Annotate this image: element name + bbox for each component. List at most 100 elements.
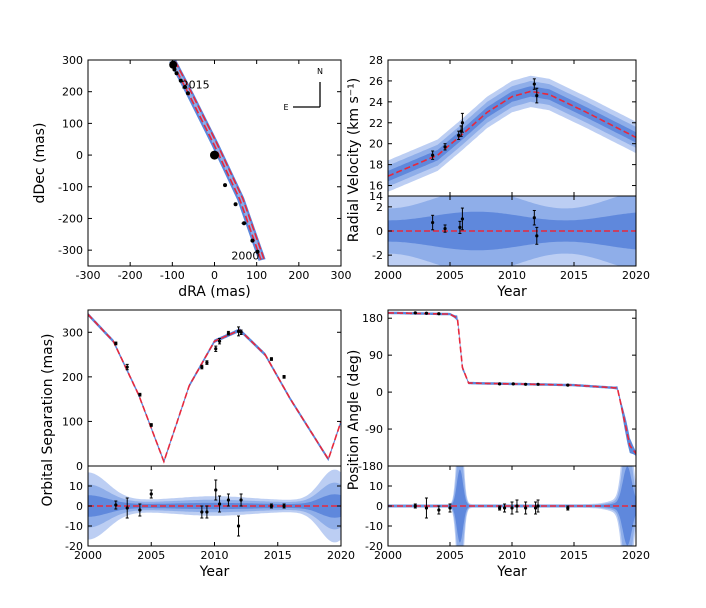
separation-model-line — [88, 313, 341, 464]
separation-marker — [138, 393, 142, 397]
orbit-x-axis-label: dRA (mas) — [178, 284, 251, 300]
position-angle-ytick-label: 0 — [376, 386, 383, 399]
position-angle-residual-panel: -20 -10 0 10 -180 2000 2005 2010 2015 2020 Year — [358, 460, 650, 580]
position-angle-residual-point — [510, 501, 514, 515]
separation-residual-point — [125, 497, 129, 519]
rv-residual-point — [431, 214, 435, 231]
position-angle-residual-xtick-label: 2015 — [560, 549, 588, 562]
separation-residual-point — [205, 505, 209, 519]
separation-residual-point — [114, 500, 118, 510]
separation-point — [125, 363, 129, 371]
orbit-xtick-label: -200 — [118, 269, 143, 282]
separation-residual-marker — [214, 488, 218, 492]
orbit-point — [250, 238, 255, 243]
position-angle-marker — [498, 382, 502, 386]
rv-residual-xtick-label: 2015 — [560, 269, 588, 282]
orbit-point — [233, 202, 238, 207]
rv-y-axis-label: Radial Velocity (km s⁻¹) — [346, 78, 362, 242]
position-angle-residual-marker — [515, 504, 519, 508]
orbital-separation-residual-panel: -20 -10 0 10 2000 2005 2010 2015 2020 Year — [65, 465, 355, 580]
separation-point — [214, 345, 218, 352]
rv-ytick-label: 26 — [369, 75, 383, 88]
separation-frame — [87, 309, 342, 467]
separation-residual-ytick-label: 10 — [69, 480, 83, 493]
separation-residual-marker — [149, 492, 153, 496]
separation-residual-marker — [269, 504, 274, 508]
orbit-xtick-label: 200 — [288, 269, 309, 282]
separation-residual-point — [214, 479, 218, 501]
orbit-xtick-label: -300 — [76, 269, 101, 282]
position-angle-residual-xtick-label: 2020 — [622, 549, 650, 562]
separation-residual-xtick-label: 2020 — [327, 549, 355, 562]
position-angle-marker — [524, 382, 528, 386]
orbit-point — [241, 221, 247, 226]
position-angle-residual-marker — [566, 506, 570, 510]
separation-marker — [214, 347, 218, 351]
separation-point — [236, 326, 241, 337]
rv-ytick-label: 18 — [369, 159, 383, 172]
separation-point — [200, 364, 204, 370]
separation-residual-xtick-label: 2000 — [74, 549, 102, 562]
separation-y-axis-label: Orbital Separation (mas) — [40, 334, 56, 507]
orbit-epoch-label: 2015 — [182, 79, 210, 92]
position-angle-marker — [511, 382, 515, 386]
position-angle-y-axis-label: Position Angle (deg) — [346, 350, 362, 491]
position-angle-residual-marker — [536, 504, 540, 508]
position-angle-residual-point — [437, 505, 441, 515]
separation-residual-marker — [239, 498, 243, 502]
position-angle-residual-marker — [413, 504, 417, 508]
orbit-ytick-label: 0 — [76, 149, 83, 162]
rv-residual-xtick-label: 2010 — [498, 269, 526, 282]
orbit-point — [255, 249, 260, 254]
separation-residual-marker — [138, 508, 142, 512]
orbit-marker — [223, 183, 228, 188]
position-angle-residual-marker — [502, 506, 507, 510]
position-angle-marker — [413, 311, 417, 315]
separation-point — [138, 392, 142, 397]
position-angle-point — [437, 312, 441, 316]
rv-marker — [460, 121, 464, 125]
position-angle-panel: -90 0 90 180 Position Angle (deg) — [346, 309, 637, 491]
separation-marker — [282, 375, 286, 379]
position-angle-residual-point — [524, 501, 528, 515]
rv-model-line — [388, 90, 636, 177]
position-angle-marker — [566, 383, 570, 387]
orbit-ytick-label: -300 — [58, 244, 83, 257]
orbit-ytick-label: -200 — [58, 212, 83, 225]
orbit-marker — [242, 221, 247, 226]
position-angle-residual-point — [533, 501, 538, 515]
position-angle-marker — [424, 311, 429, 315]
rv-residual-marker — [532, 216, 536, 220]
position-angle-residual-xtick-label: 2000 — [374, 549, 402, 562]
separation-point — [226, 330, 231, 336]
rv-marker — [457, 133, 461, 137]
rv-ytick-label: 16 — [369, 180, 383, 193]
separation-residual-xtick-label: 2010 — [201, 549, 229, 562]
rv-point — [532, 78, 536, 90]
separation-marker — [149, 423, 153, 427]
position-angle-residual-marker — [498, 506, 502, 510]
orbit-xtick-label: 300 — [331, 269, 352, 282]
position-angle-residual-ytick-label: 0 — [376, 500, 383, 513]
position-angle-residual-marker — [510, 506, 514, 510]
rv-point — [431, 150, 435, 160]
separation-residual-point — [149, 489, 153, 499]
separation-residual-marker — [217, 502, 222, 506]
separation-residual-marker — [226, 498, 231, 502]
orbit-marker — [255, 249, 260, 254]
separation-residual-ytick-label: -10 — [65, 520, 83, 533]
rv-confidence-band — [388, 86, 636, 182]
position-angle-point — [566, 383, 570, 387]
position-angle-marker — [536, 382, 540, 386]
orbit-model-line — [171, 62, 262, 260]
orbit-point — [178, 78, 183, 83]
separation-residual-marker — [125, 506, 129, 510]
separation-marker — [205, 360, 209, 365]
separation-ytick-label: 100 — [62, 415, 83, 428]
position-angle-residual-marker — [533, 506, 538, 510]
orbit-marker — [182, 84, 187, 89]
position-angle-residual-point — [448, 503, 452, 513]
separation-point — [205, 360, 209, 365]
orbit-marker — [174, 71, 179, 76]
